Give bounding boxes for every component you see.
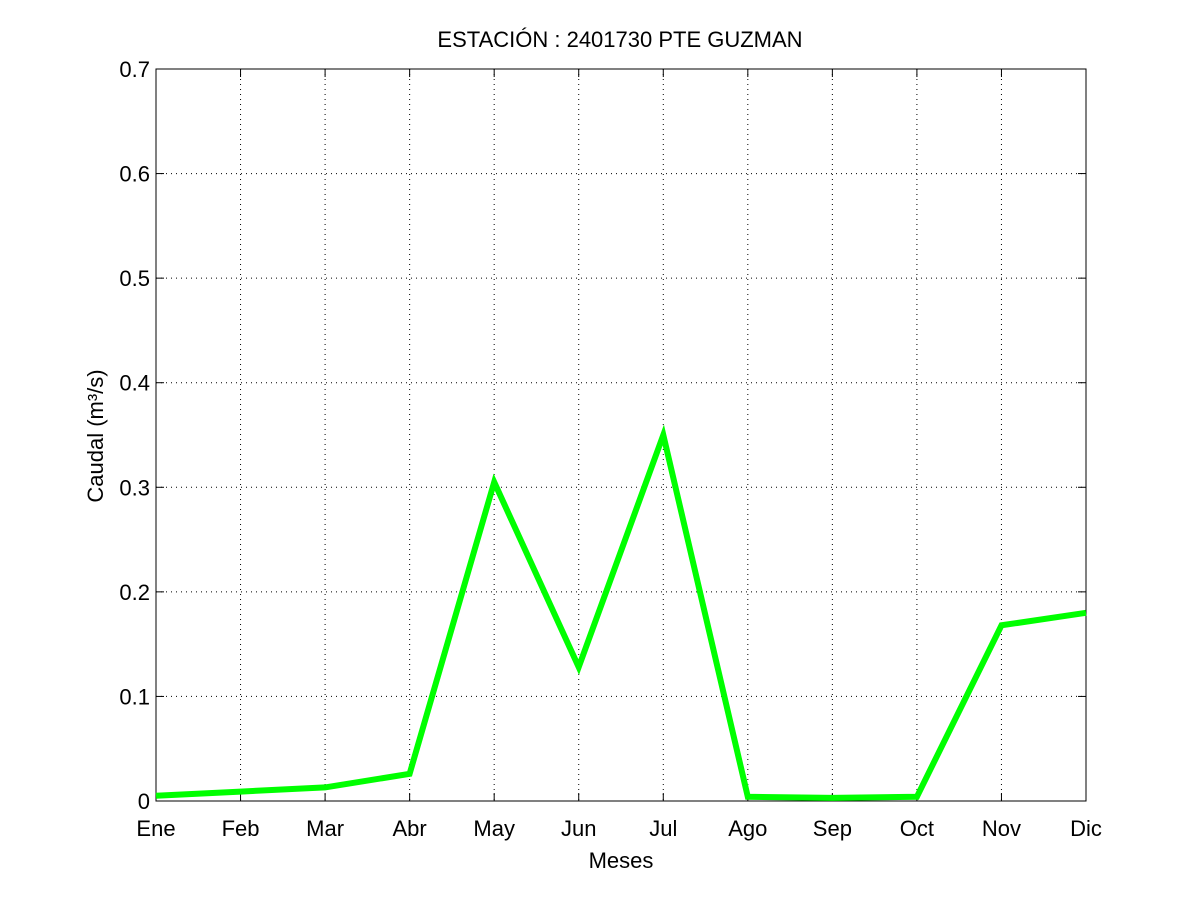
x-tick-label: Mar [306,816,344,841]
y-axis-label: Caudal (m³/s) [83,369,108,502]
x-tick-label: Jun [561,816,596,841]
series-layer [155,424,1087,801]
series-line-0 [155,424,1087,801]
y-tick-label: 0 [138,789,150,814]
x-tick-label: May [473,816,515,841]
x-tick-label: Feb [222,816,260,841]
plot-area-frame [155,68,1087,802]
x-tick-label: Sep [813,816,852,841]
y-tick-label: 0.3 [119,475,150,500]
y-tick-label: 0.5 [119,266,150,291]
y-tick-label: 0.2 [119,580,150,605]
x-tick-label: Jul [649,816,677,841]
chart-title: ESTACIÓN : 2401730 PTE GUZMAN [437,27,802,52]
grid-lines [156,68,1086,801]
y-tick-label: 0.7 [119,57,150,82]
x-tick-label: Nov [982,816,1021,841]
y-tick-label: 0.1 [119,684,150,709]
x-tick-labels: Ene Feb Mar Abr May Jun Jul Ago Sep Oct Nov Dic [136,816,1101,841]
x-tick-label: Dic [1070,816,1102,841]
x-tick-label: Oct [900,816,934,841]
y-tick-labels: 0 0.1 0.2 0.3 0.4 0.5 0.6 0.7 [119,57,150,814]
y-tick-label: 0.4 [119,371,150,396]
x-axis-label: Meses [589,848,654,873]
axis-ticks [155,68,1087,802]
x-tick-label: Abr [393,816,427,841]
x-tick-label: Ene [136,816,175,841]
y-tick-label: 0.6 [119,162,150,187]
x-tick-label: Ago [728,816,767,841]
